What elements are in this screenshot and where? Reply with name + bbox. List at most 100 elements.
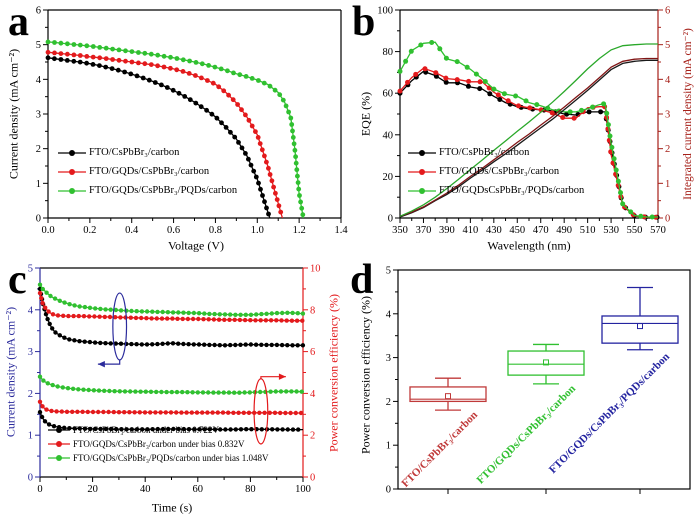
svg-text:430: 430 — [486, 225, 502, 236]
legend-entry: FTO/CsPbBr₃/carbon — [408, 147, 584, 158]
legend-symbol — [48, 441, 70, 447]
series-fto-gqds-cspbbr-carbon-under-bias-0-832v — [37, 290, 305, 323]
svg-text:0.6: 0.6 — [167, 225, 180, 236]
svg-text:4: 4 — [310, 389, 316, 400]
svg-text:3: 3 — [665, 110, 670, 121]
series-integrated-wine — [399, 57, 658, 217]
legend-entry: FTO/GQDs/CsPbBr₃/carbon — [408, 166, 584, 177]
legend-symbol — [48, 427, 70, 433]
svg-text:1: 1 — [36, 179, 41, 190]
svg-text:530: 530 — [603, 225, 619, 236]
legend-symbol — [408, 187, 436, 194]
svg-text:1.0: 1.0 — [251, 225, 264, 236]
svg-text:0: 0 — [37, 484, 42, 495]
panel-d: d 0 1 2 3 4 5 FTO/CsPbBr₃/carbon FTO/GQDs/CsPbB… — [350, 257, 700, 520]
svg-text:0.8: 0.8 — [209, 225, 222, 236]
legend-symbol — [48, 455, 70, 461]
svg-text:60: 60 — [383, 89, 394, 100]
svg-text:20: 20 — [87, 484, 98, 495]
svg-text:0.2: 0.2 — [83, 225, 96, 236]
panel-c-letter: c — [8, 257, 27, 303]
svg-text:0: 0 — [388, 214, 393, 225]
svg-text:1.4: 1.4 — [334, 225, 348, 236]
svg-text:410: 410 — [462, 225, 478, 236]
panel-b-y-axis-title: EQE (%) — [358, 91, 373, 137]
legend-entry: FTO/CsPbBr₃/carbon under bias 0.722V — [48, 425, 268, 435]
panel-d-letter: d — [350, 257, 374, 303]
panel-c-y2-axis-title: Power conversion efficiency (%) — [326, 293, 341, 453]
svg-text:4: 4 — [36, 75, 42, 86]
svg-text:6: 6 — [310, 347, 315, 358]
svg-text:450: 450 — [509, 225, 525, 236]
svg-text:6: 6 — [665, 6, 670, 17]
series-fto-gqds-cspbbr-carbon — [45, 49, 284, 219]
panel-a-letter: a — [8, 0, 29, 45]
svg-text:3: 3 — [386, 353, 391, 364]
legend-label: FTO/CsPbBr₃/carbon — [439, 147, 530, 158]
legend-label: FTO/CsPbBr₃/carbon — [89, 147, 180, 158]
svg-text:0: 0 — [36, 214, 41, 225]
svg-text:0: 0 — [386, 485, 391, 496]
legend-label: FTO/GQDs/CsPbBr₃/carbon — [439, 166, 560, 177]
svg-text:5: 5 — [28, 264, 33, 275]
series-pce-red — [37, 399, 304, 416]
svg-text:1: 1 — [665, 179, 670, 190]
svg-text:3: 3 — [36, 110, 41, 121]
legend-label: FTO/GQDs/CsPbBr₃/carbon — [89, 166, 210, 177]
legend-entry: FTO/GQDsCsPbBr₃/PQDs/carbon — [408, 185, 584, 196]
series-fto-cspbbr-carbon — [45, 55, 271, 219]
svg-text:3: 3 — [28, 347, 33, 358]
panel-b-legend: FTO/CsPbBr₃/carbon FTO/GQDs/CsPbBr₃/carbo… — [408, 147, 584, 196]
series-pce-green — [37, 374, 304, 395]
svg-text:0: 0 — [310, 473, 315, 484]
svg-text:5: 5 — [386, 266, 391, 277]
boxplot-3 — [601, 286, 679, 351]
svg-text:2: 2 — [28, 389, 33, 400]
legend-symbol — [408, 149, 436, 156]
legend-symbol — [58, 187, 86, 194]
svg-text:570: 570 — [650, 225, 666, 236]
series-fto-gqdscspbbr-pqds-carbon — [397, 40, 658, 220]
svg-text:1.2: 1.2 — [293, 225, 306, 236]
svg-text:40: 40 — [140, 484, 151, 495]
svg-text:350: 350 — [392, 225, 408, 236]
panel-b-plot: 350 370 390 410 430 450 470 490 510 530 550 5700204… — [377, 6, 671, 237]
svg-text:2: 2 — [36, 144, 41, 155]
legend-entry: FTO/GQDs/CsPbBr₃/carbon — [58, 166, 237, 177]
panel-a-x-axis-title: Voltage (V) — [167, 238, 225, 253]
svg-text:10: 10 — [310, 264, 321, 275]
svg-text:0.0: 0.0 — [41, 225, 54, 236]
svg-text:550: 550 — [627, 225, 643, 236]
annotation-ellipse-arrow — [253, 373, 286, 445]
svg-text:4: 4 — [28, 305, 34, 316]
svg-text:40: 40 — [383, 130, 394, 141]
svg-text:100: 100 — [295, 484, 311, 495]
panel-b-letter: b — [352, 0, 376, 45]
svg-text:80: 80 — [245, 484, 256, 495]
svg-text:5: 5 — [36, 40, 41, 51]
legend-entry: FTO/GQDs/CsPbBr₃/carbon under bias 0.832… — [48, 439, 268, 449]
panel-c-y-axis-title: Current density (mA cm⁻²) — [3, 306, 18, 438]
svg-text:470: 470 — [533, 225, 549, 236]
panel-b: b 350 370 390 410 430 450 470 490 510 530 550 570 0 2… — [350, 0, 700, 260]
svg-text:490: 490 — [556, 225, 572, 236]
legend-entry: FTO/GQDs/CsPbBr₃/PQDs/carbon — [58, 185, 237, 196]
box-category-label: FTO/CsPbBr₃/carbon — [399, 409, 480, 490]
legend-entry: FTO/CsPbBr₃/carbon — [58, 147, 237, 158]
legend-label: FTO/GQDsCsPbBr₃/PQDs/carbon — [439, 185, 585, 196]
legend-entry: FTO/GQDs/CsPbBr₃/PQDs/carbon under bias … — [48, 453, 268, 463]
svg-text:80: 80 — [383, 47, 394, 58]
panel-a-plot: 0.0 0.2 0.4 0.6 0.8 1.0 1.2 1.4 0 1 2 3 4 5 6 — [36, 6, 349, 237]
panel-d-y-axis-title: Power conversion efficiency (%) — [358, 295, 373, 455]
panel-c-x-axis-title: Time (s) — [151, 500, 193, 515]
panel-d-plot: 012345FTO/CsPbBr₃/carbonFTO/GQDs/CsPbBr₃… — [386, 266, 691, 496]
boxplot-1 — [409, 377, 487, 411]
panel-b-x-axis-title: Wavelength (nm) — [487, 238, 571, 253]
svg-text:4: 4 — [665, 75, 671, 86]
svg-text:60: 60 — [193, 484, 204, 495]
series-fto-gqds-cspbbr-pqds-carbon — [45, 39, 306, 219]
svg-text:370: 370 — [416, 225, 432, 236]
panel-a-legend: FTO/CsPbBr₃/carbon FTO/GQDs/CsPbBr₃/carbo… — [58, 147, 237, 196]
